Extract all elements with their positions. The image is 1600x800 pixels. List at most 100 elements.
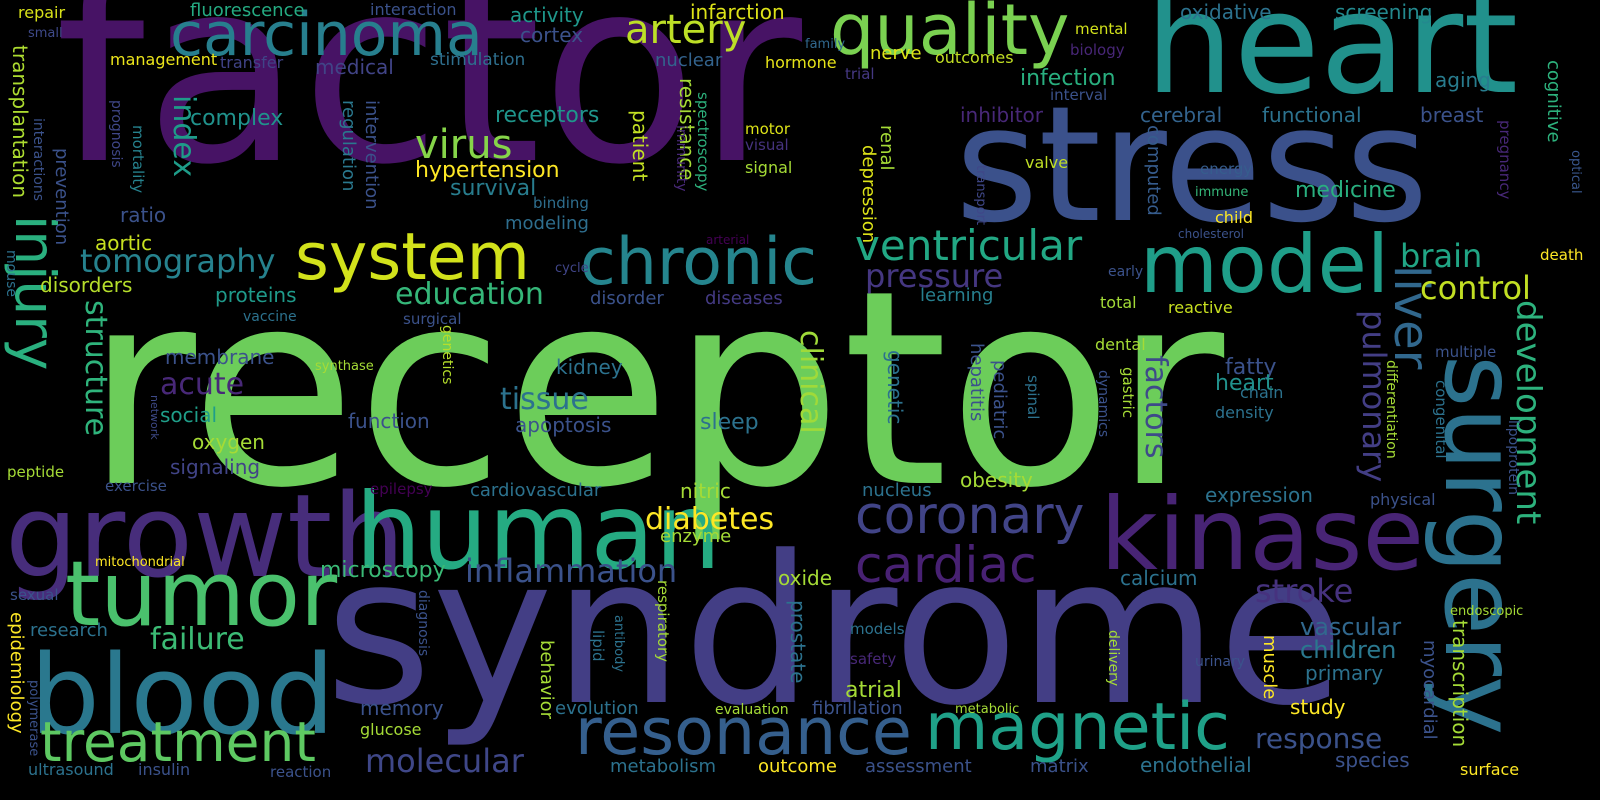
word-functional: functional bbox=[1262, 103, 1362, 127]
word-cortex: cortex bbox=[520, 23, 584, 47]
word-survival: survival bbox=[450, 176, 537, 201]
word-quality: quality bbox=[830, 0, 1070, 71]
word-apoptosis: apoptosis bbox=[515, 413, 612, 437]
word-evolution: evolution bbox=[555, 698, 639, 719]
word-ultrasound: ultrasound bbox=[28, 760, 114, 779]
word-children: children bbox=[1300, 636, 1397, 664]
word-heart: heart bbox=[1145, 0, 1519, 126]
word-behavior: behavior bbox=[536, 640, 557, 720]
word-cardiac: cardiac bbox=[855, 536, 1037, 594]
word-blood: blood bbox=[30, 631, 335, 759]
word-oxidative: oxidative bbox=[1180, 0, 1272, 24]
word-models: models bbox=[850, 620, 905, 638]
word-congenital: congenital bbox=[1432, 380, 1450, 459]
word-optical: optical bbox=[1568, 150, 1583, 194]
word-spinal: spinal bbox=[1024, 375, 1042, 420]
word-evaluation: evaluation bbox=[715, 702, 789, 718]
word-dynamics: dynamics bbox=[1095, 370, 1111, 438]
word-system: system bbox=[295, 220, 530, 295]
word-infection: infection bbox=[1020, 66, 1116, 91]
word-screening: screening bbox=[1335, 0, 1433, 24]
word-glucose: glucose bbox=[360, 720, 422, 739]
word-binding: binding bbox=[533, 194, 589, 212]
word-carcinoma: carcinoma bbox=[170, 0, 483, 70]
word-social: social bbox=[160, 403, 218, 427]
word-stimulation: stimulation bbox=[430, 50, 526, 70]
word-response: response bbox=[1255, 722, 1383, 755]
word-surface: surface bbox=[1460, 760, 1520, 779]
word-cerebral: cerebral bbox=[1140, 103, 1223, 127]
word-sexual: sexual bbox=[10, 586, 59, 604]
word-pregnancy: pregnancy bbox=[1496, 120, 1514, 200]
word-diseases: diseases bbox=[705, 288, 783, 309]
word-nuclear: nuclear bbox=[655, 50, 723, 71]
word-receptors: receptors bbox=[495, 103, 600, 128]
word-aortic: aortic bbox=[95, 231, 153, 255]
word-metabolic: metabolic bbox=[955, 702, 1020, 717]
word-proteins: proteins bbox=[215, 283, 297, 307]
word-interaction: interaction bbox=[370, 0, 457, 19]
word-learning: learning bbox=[920, 285, 994, 306]
word-small: small bbox=[28, 26, 63, 41]
word-vascular: vascular bbox=[1300, 613, 1402, 641]
word-disorders: disorders bbox=[40, 273, 133, 297]
word-synthase: synthase bbox=[315, 359, 374, 374]
word-pressure: pressure bbox=[865, 257, 1004, 295]
word-death: death bbox=[1540, 246, 1584, 264]
word-virus: virus bbox=[415, 122, 513, 168]
word-chain: chain bbox=[1240, 383, 1284, 402]
word-growth: growth bbox=[5, 470, 406, 604]
word-physical: physical bbox=[1370, 490, 1436, 509]
word-interval: interval bbox=[1050, 86, 1108, 104]
word-reactive: reactive bbox=[1168, 298, 1233, 317]
word-failure: failure bbox=[150, 622, 245, 657]
word-mitochondrial: mitochondrial bbox=[95, 555, 185, 570]
word-prevention: prevention bbox=[51, 148, 72, 246]
word-total: total bbox=[1100, 293, 1137, 312]
word-prostate: prostate bbox=[786, 600, 810, 684]
word-transplantation: transplantation bbox=[8, 45, 32, 199]
word-epilepsy: epilepsy bbox=[370, 480, 433, 498]
word-cholesterol: cholesterol bbox=[1178, 227, 1244, 241]
word-activity: activity bbox=[510, 3, 584, 27]
word-gastric: gastric bbox=[1119, 367, 1137, 418]
word-atrial: atrial bbox=[845, 678, 902, 703]
word-genetics: genetics bbox=[439, 325, 455, 385]
word-family: family bbox=[805, 37, 846, 52]
word-immune: immune bbox=[1195, 185, 1249, 200]
word-dental: dental bbox=[1095, 335, 1146, 354]
word-density: density bbox=[1215, 403, 1274, 422]
word-fatty: fatty bbox=[1225, 355, 1277, 380]
word-cardiovascular: cardiovascular bbox=[470, 480, 602, 501]
word-study: study bbox=[1290, 695, 1346, 719]
word-metabolism: metabolism bbox=[610, 756, 717, 777]
word-antibody: antibody bbox=[611, 615, 626, 673]
word-acute: acute bbox=[160, 367, 245, 402]
word-oxygen: oxygen bbox=[192, 430, 265, 454]
word-heart-small: heart bbox=[1215, 371, 1274, 396]
word-matrix: matrix bbox=[1030, 756, 1089, 777]
word-polymerase: polymerase bbox=[26, 680, 41, 757]
word-kinase: kinase bbox=[1100, 476, 1424, 593]
word-child: child bbox=[1215, 208, 1253, 227]
word-nucleus: nucleus bbox=[862, 480, 932, 501]
word-cognitive: cognitive bbox=[1543, 60, 1564, 143]
word-differentiation: differentiation bbox=[1383, 360, 1399, 459]
word-endoscopic: endoscopic bbox=[1450, 604, 1524, 619]
word-arterial: arterial bbox=[706, 233, 750, 247]
word-pediatric: pediatric bbox=[989, 360, 1010, 440]
word-complex: complex bbox=[190, 106, 284, 131]
word-diagnosis: diagnosis bbox=[415, 590, 431, 657]
word-muscle: muscle bbox=[1259, 635, 1280, 700]
word-factor: factor bbox=[55, 0, 803, 221]
word-factors: factors bbox=[1138, 355, 1173, 459]
word-transcription: transcription bbox=[1448, 620, 1472, 748]
word-visual: visual bbox=[745, 136, 789, 154]
word-nerve: nerve bbox=[870, 43, 922, 64]
word-assessment: assessment bbox=[865, 756, 972, 777]
word-regulation: regulation bbox=[338, 100, 359, 192]
word-lipid: lipid bbox=[589, 630, 607, 662]
word-inflammation: inflammation bbox=[465, 552, 678, 590]
word-early: early bbox=[1108, 264, 1144, 280]
word-network: network bbox=[148, 395, 161, 440]
